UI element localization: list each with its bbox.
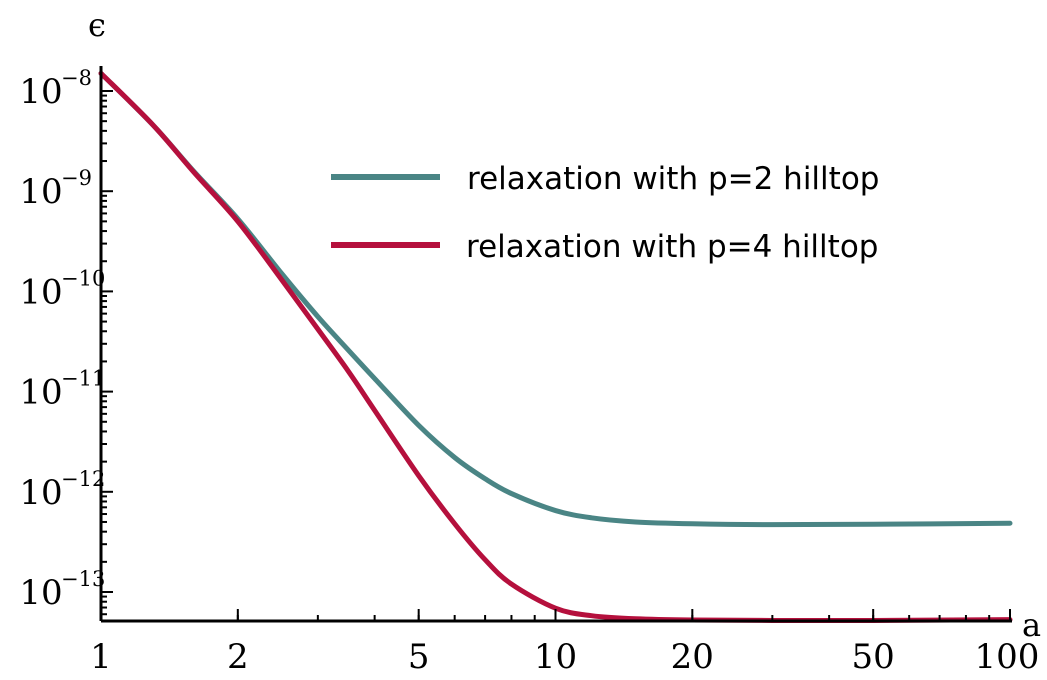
y-axis-title: ϵ bbox=[88, 6, 106, 44]
series-line-2 bbox=[98, 70, 1013, 624]
x-tick-label: 2 bbox=[227, 637, 249, 677]
y-tick-base: 10 bbox=[19, 172, 62, 212]
y-tick-base: 10 bbox=[19, 272, 62, 312]
legend-label-1: relaxation with p=2 hilltop bbox=[467, 161, 879, 197]
y-tick-exponent: −9 bbox=[61, 166, 92, 190]
x-tick-label: 50 bbox=[852, 637, 895, 677]
x-tick-label: 10 bbox=[534, 637, 577, 677]
series-lines bbox=[98, 70, 1013, 624]
x-ticks: 1 2 5 10 20 50 100 bbox=[90, 609, 1039, 677]
y-tick-base: 10 bbox=[19, 573, 62, 613]
x-tick-label: 5 bbox=[408, 637, 430, 677]
x-axis-title: a bbox=[1022, 606, 1041, 644]
series-line-1 bbox=[98, 70, 1013, 528]
y-tick-exponent: −12 bbox=[61, 467, 105, 491]
x-tick-label: 100 bbox=[975, 637, 1040, 677]
y-tick-exponent: −8 bbox=[61, 66, 92, 90]
y-tick-base: 10 bbox=[19, 373, 62, 413]
x-tick-label: 1 bbox=[90, 637, 112, 677]
y-tick-exponent: −13 bbox=[61, 567, 105, 591]
x-tick-label: 20 bbox=[671, 637, 714, 677]
y-tick-exponent: −10 bbox=[61, 266, 105, 290]
axes bbox=[99, 66, 1012, 623]
y-tick-base: 10 bbox=[19, 473, 62, 513]
y-tick-exponent: −11 bbox=[61, 367, 105, 391]
legend-label-2: relaxation with p=4 hilltop bbox=[466, 229, 878, 265]
y-tick-base: 10 bbox=[19, 72, 62, 112]
legend: relaxation with p=2 hilltop relaxation wi… bbox=[331, 161, 879, 265]
